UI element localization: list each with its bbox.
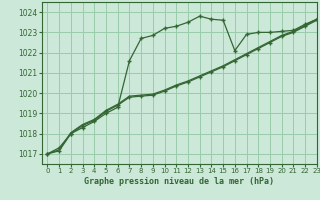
X-axis label: Graphe pression niveau de la mer (hPa): Graphe pression niveau de la mer (hPa) <box>84 177 274 186</box>
